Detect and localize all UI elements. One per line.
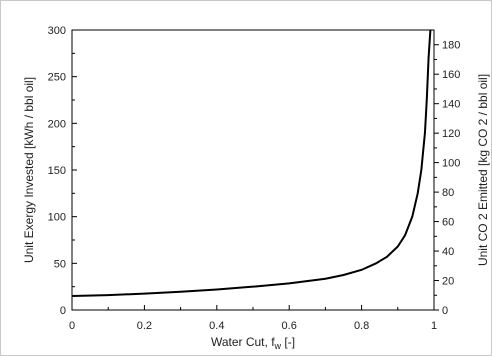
y2-axis-ticks: 0 20 40 60 80 100 120 140 160 180 bbox=[434, 40, 460, 317]
y-tick-label: 150 bbox=[48, 165, 66, 177]
y2-tick-label: 60 bbox=[442, 217, 454, 229]
y2-tick-label: 120 bbox=[442, 128, 460, 140]
y2-tick-label: 80 bbox=[442, 187, 454, 199]
y2-tick-label: 180 bbox=[442, 40, 460, 52]
y-tick-label: 100 bbox=[48, 212, 66, 224]
y2-axis-title: Unit CO 2 Emitted [kg CO 2 / bbl oil] bbox=[476, 74, 490, 266]
y-axis-title: Unit Exergy Invested [kWh / bbl oil] bbox=[22, 77, 36, 263]
y-tick-label: 50 bbox=[54, 258, 66, 270]
y-tick-label: 300 bbox=[48, 25, 66, 37]
y2-tick-label: 40 bbox=[442, 246, 454, 258]
y2-tick-label: 0 bbox=[442, 305, 448, 317]
y2-tick-label: 100 bbox=[442, 158, 460, 170]
x-axis-title: Water Cut, fw [-] bbox=[211, 335, 295, 351]
x-tick-label: 1 bbox=[431, 320, 437, 332]
x-tick-label: 0.2 bbox=[137, 320, 152, 332]
y-tick-label: 0 bbox=[60, 305, 66, 317]
x-tick-label: 0.6 bbox=[282, 320, 297, 332]
x-axis-title-subscript: w bbox=[274, 341, 282, 351]
y-tick-label: 250 bbox=[48, 72, 66, 84]
y2-tick-label: 140 bbox=[442, 99, 460, 111]
x-tick-label: 0 bbox=[69, 320, 75, 332]
x-tick-label: 0.4 bbox=[209, 320, 224, 332]
y2-tick-label: 160 bbox=[442, 69, 460, 81]
y-tick-label: 200 bbox=[48, 118, 66, 130]
series-line bbox=[71, 29, 432, 297]
x-tick-label: 0.8 bbox=[354, 320, 369, 332]
plot-area bbox=[71, 29, 435, 311]
y-axis-ticks: 0 50 100 150 200 250 300 bbox=[48, 25, 77, 317]
x-axis-ticks: 0 0.2 0.4 0.6 0.8 1 bbox=[69, 305, 437, 332]
y2-tick-label: 20 bbox=[442, 276, 454, 288]
x-axis-title-unit: [-] bbox=[281, 335, 295, 349]
